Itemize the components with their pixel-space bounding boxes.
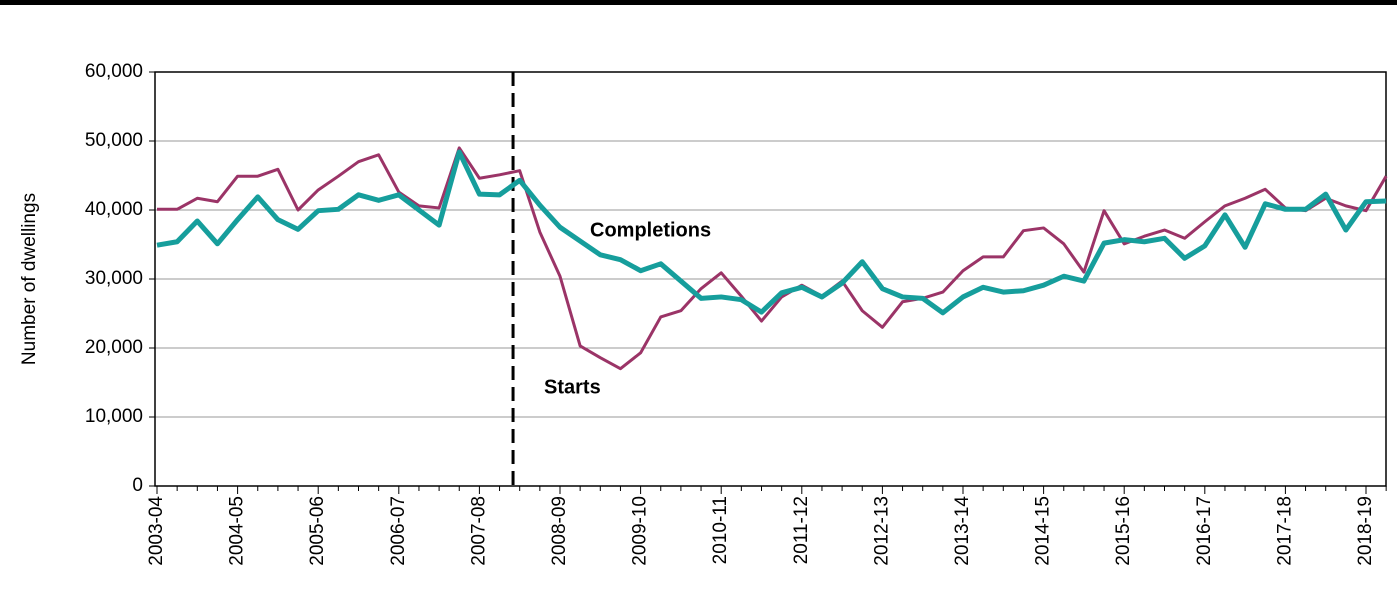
y-tick-label: 40,000	[85, 199, 143, 220]
x-tick-label: 2015-16	[1113, 496, 1134, 566]
y-tick-label: 10,000	[85, 406, 143, 427]
x-tick-label: 2014-15	[1033, 496, 1054, 566]
y-tick-label: 20,000	[85, 337, 143, 358]
y-tick-label: 0	[132, 475, 143, 496]
y-tick-label: 50,000	[85, 130, 143, 151]
top-bar	[0, 0, 1397, 5]
y-tick-label: 60,000	[85, 61, 143, 82]
x-tick-label: 2005-06	[307, 496, 328, 566]
x-tick-label: 2008-09	[549, 496, 570, 566]
x-tick-label: 2006-07	[388, 496, 409, 566]
plot-border	[154, 71, 1387, 487]
x-tick-label: 2017-18	[1274, 496, 1295, 566]
series-label: Starts	[544, 376, 601, 398]
x-tick-label: 2011-12	[791, 496, 812, 564]
x-tick-label: 2016-17	[1194, 496, 1215, 566]
x-tick-label: 2004-05	[227, 496, 248, 566]
series-label: Completions	[590, 219, 711, 241]
series-line	[156, 149, 1387, 316]
x-tick-label: 2009-10	[630, 496, 651, 566]
x-tick-label: 2010-11	[710, 496, 731, 564]
x-tick-label: 2007-08	[468, 496, 489, 566]
series-line	[157, 146, 1388, 371]
x-tick-label: 2003-04	[146, 496, 167, 566]
y-axis-label: Number of dwellings	[19, 193, 40, 365]
y-tick-label: 30,000	[85, 268, 143, 289]
x-tick-label: 2018-19	[1355, 496, 1376, 566]
x-tick-label: 2013-14	[952, 496, 973, 566]
x-tick-label: 2012-13	[871, 496, 892, 566]
